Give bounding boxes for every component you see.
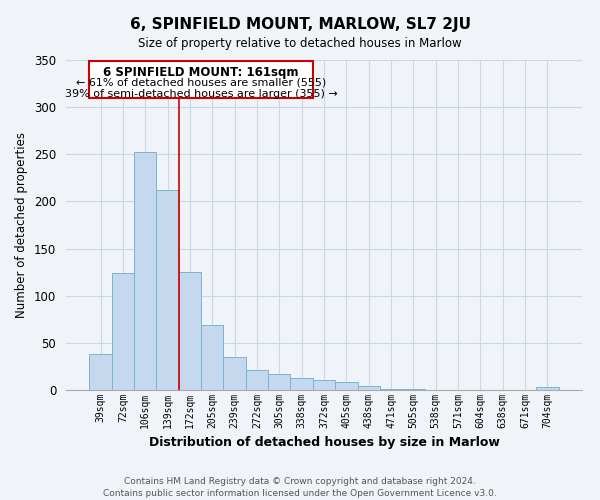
Bar bbox=[402, 389, 425, 390]
X-axis label: Distribution of detached houses by size in Marlow: Distribution of detached houses by size … bbox=[149, 436, 499, 450]
Text: 6, SPINFIELD MOUNT, MARLOW, SL7 2JU: 6, SPINFIELD MOUNT, MARLOW, SL7 2JU bbox=[130, 18, 470, 32]
Bar bbox=[246, 370, 268, 390]
Bar bbox=[358, 386, 380, 390]
Bar bbox=[290, 378, 313, 390]
Bar bbox=[201, 325, 223, 390]
Bar bbox=[223, 357, 246, 390]
Bar bbox=[335, 382, 358, 390]
Bar bbox=[268, 374, 290, 390]
Bar bbox=[89, 354, 112, 390]
Text: Size of property relative to detached houses in Marlow: Size of property relative to detached ho… bbox=[138, 38, 462, 51]
Text: 6 SPINFIELD MOUNT: 161sqm: 6 SPINFIELD MOUNT: 161sqm bbox=[103, 66, 299, 78]
Bar bbox=[536, 387, 559, 390]
Bar bbox=[313, 380, 335, 390]
Text: 39% of semi-detached houses are larger (355) →: 39% of semi-detached houses are larger (… bbox=[65, 89, 338, 99]
FancyBboxPatch shape bbox=[89, 61, 313, 98]
Text: ← 61% of detached houses are smaller (555): ← 61% of detached houses are smaller (55… bbox=[76, 78, 326, 88]
Bar bbox=[179, 272, 201, 390]
Bar bbox=[380, 389, 402, 390]
Bar bbox=[134, 152, 157, 390]
Text: Contains HM Land Registry data © Crown copyright and database right 2024.: Contains HM Land Registry data © Crown c… bbox=[124, 478, 476, 486]
Bar bbox=[112, 273, 134, 390]
Y-axis label: Number of detached properties: Number of detached properties bbox=[16, 132, 28, 318]
Bar bbox=[157, 190, 179, 390]
Text: Contains public sector information licensed under the Open Government Licence v3: Contains public sector information licen… bbox=[103, 489, 497, 498]
